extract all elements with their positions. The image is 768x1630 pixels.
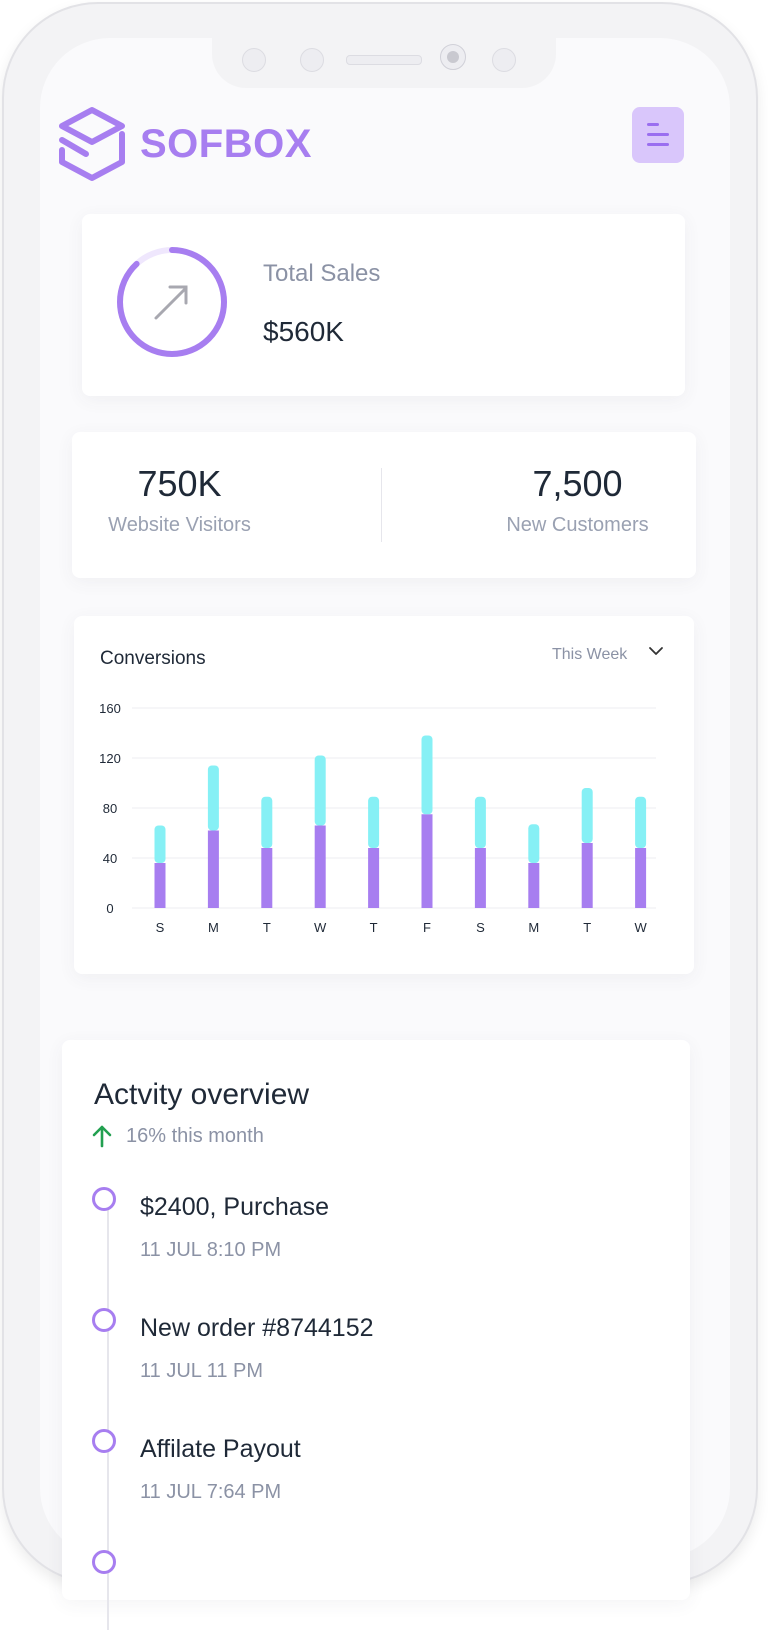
y-tick-label: 80 (103, 801, 117, 816)
chevron-down-icon[interactable] (648, 643, 664, 659)
x-tick-label: F (423, 920, 431, 935)
x-tick-label: T (583, 920, 591, 935)
bar-segment (314, 755, 326, 826)
phone-notch (212, 36, 556, 88)
stats-card: 750K Website Visitors 7,500 New Customer… (72, 432, 696, 578)
timeline-title: Affilate Payout (140, 1435, 301, 1463)
arrow-up-icon (92, 1125, 112, 1148)
logo-cube-icon (59, 107, 125, 181)
bar-segment (421, 814, 433, 908)
total-sales-value: $560K (263, 316, 344, 347)
bar-segment (314, 825, 326, 908)
bar-segment (154, 863, 166, 908)
stat-label: Website Visitors (108, 514, 251, 536)
x-tick-label: W (634, 920, 647, 935)
timeline-dot (92, 1550, 116, 1574)
total-sales-label: Total Sales (263, 260, 381, 287)
bar-segment (635, 796, 647, 848)
timeline-dot (92, 1429, 116, 1453)
total-sales-card: Total Sales $560K (82, 214, 685, 396)
timeline-date: 11 JUL 11 PM (140, 1360, 264, 1382)
timeline-date: 11 JUL 8:10 PM (140, 1239, 282, 1261)
x-tick-label: T (263, 920, 271, 935)
bar-segment (207, 765, 219, 831)
activity-change-text: 16% this month (126, 1124, 264, 1147)
bar-segment (368, 848, 380, 908)
bar-segment (154, 825, 166, 863)
stat-value: 750K (137, 463, 222, 504)
bar-segment (528, 863, 540, 908)
timeline-title: New order #8744152 (140, 1314, 374, 1342)
bar-segment (474, 848, 486, 908)
sensor-dot (492, 48, 516, 72)
bar-segment (261, 848, 273, 908)
activity-card: Actvity overview 16% this month $2400, P… (62, 1040, 690, 1630)
menu-icon-line (647, 143, 669, 146)
conversions-title: Conversions (100, 648, 206, 669)
x-tick-label: M (528, 920, 539, 935)
stats-divider (381, 468, 382, 542)
bar-segment (581, 843, 593, 908)
y-tick-label: 120 (99, 751, 121, 766)
stat-website-visitors: 750K Website Visitors (102, 466, 257, 537)
bar-segment (368, 796, 380, 848)
activity-change: 16% this month (92, 1124, 264, 1148)
bar-segment (474, 796, 486, 848)
conversions-chart: 0 40 80 120 160 S M T W T F S M T W (99, 701, 656, 935)
stat-new-customers: 7,500 New Customers (500, 466, 655, 537)
x-tick-label: S (476, 920, 485, 935)
y-tick-label: 0 (106, 901, 113, 916)
stat-label: New Customers (506, 514, 649, 536)
bar-segment (528, 824, 540, 863)
bar-segment (207, 830, 219, 908)
menu-button[interactable] (632, 107, 684, 163)
brand-name: SOFBOX (140, 121, 312, 166)
x-tick-label: T (370, 920, 378, 935)
timeline-title: $2400, Purchase (140, 1193, 330, 1221)
period-select[interactable]: This Week (552, 646, 628, 663)
speaker-grille (346, 55, 422, 65)
brand-logo[interactable]: SOFBOX (56, 104, 312, 184)
menu-icon-line (647, 133, 669, 136)
y-tick-label: 40 (103, 851, 117, 866)
bar-segment (581, 788, 593, 843)
x-tick-label: W (314, 920, 327, 935)
y-tick-label: 160 (99, 701, 121, 716)
bar-segment (635, 848, 647, 908)
sensor-dot (242, 48, 266, 72)
camera-icon (440, 44, 466, 70)
x-tick-label: M (208, 920, 219, 935)
stat-value: 7,500 (532, 463, 623, 504)
timeline-line (107, 1210, 109, 1630)
bar-segment (261, 796, 273, 848)
sensor-dot (300, 48, 324, 72)
activity-title: Actvity overview (94, 1078, 310, 1111)
conversions-card: Conversions This Week 0 40 80 120 160 S M T W T F S… (74, 616, 694, 974)
timeline-dot (92, 1187, 116, 1211)
trend-arrow-icon (154, 285, 188, 320)
menu-icon (647, 123, 659, 126)
sales-progress-ring (117, 247, 227, 357)
bar-segment (421, 735, 433, 815)
timeline-date: 11 JUL 7:64 PM (140, 1481, 282, 1503)
x-tick-label: S (156, 920, 165, 935)
timeline-dot (92, 1308, 116, 1332)
